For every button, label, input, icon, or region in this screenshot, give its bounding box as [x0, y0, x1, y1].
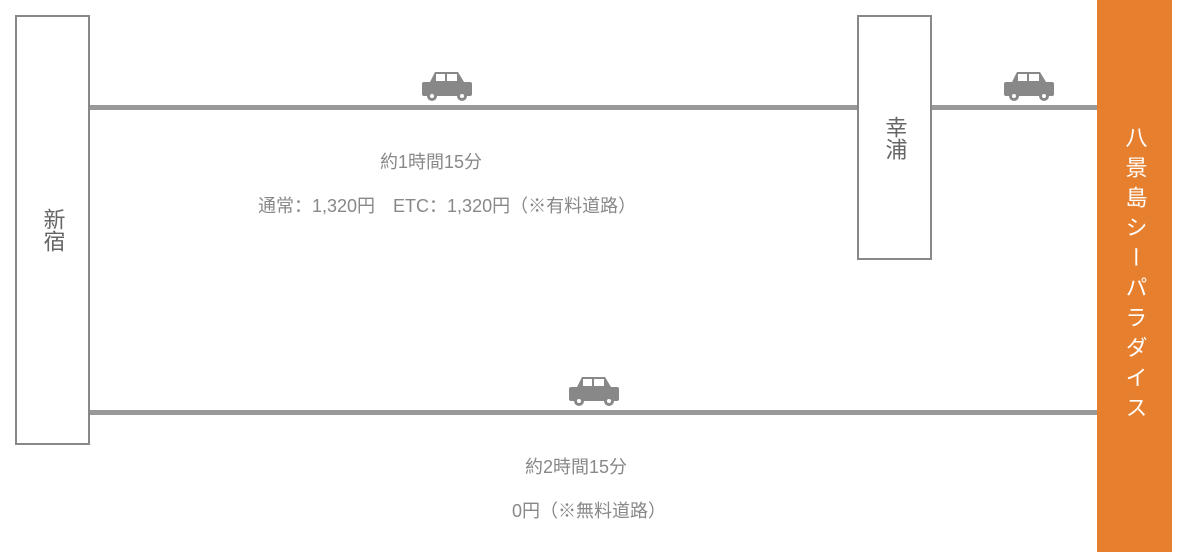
- route1-time-label: 約1時間15分: [380, 148, 482, 174]
- route1-segment2-line: [932, 105, 1097, 110]
- route-diagram: 新宿 幸浦 八景島シーパラダイス: [0, 0, 1187, 552]
- origin-station-label: 新宿: [37, 208, 69, 252]
- origin-station-box: 新宿: [15, 15, 90, 445]
- intermediate-station-label: 幸浦: [879, 116, 911, 160]
- route1-price-label: 通常：1,320円 ETC：1,320円（※有料道路）: [258, 192, 636, 218]
- car-icon: [1000, 68, 1058, 102]
- destination-box: 八景島シーパラダイス: [1097, 0, 1172, 552]
- destination-label: 八景島シーパラダイス: [1119, 126, 1151, 426]
- car-icon: [418, 68, 476, 102]
- intermediate-station-box: 幸浦: [857, 15, 932, 260]
- route1-segment1-line: [90, 105, 857, 110]
- car-icon: [565, 373, 623, 407]
- route2-time-label: 約2時間15分: [525, 453, 627, 479]
- route2-price-label: 0円（※無料道路）: [512, 497, 666, 523]
- route2-line: [90, 410, 1097, 415]
